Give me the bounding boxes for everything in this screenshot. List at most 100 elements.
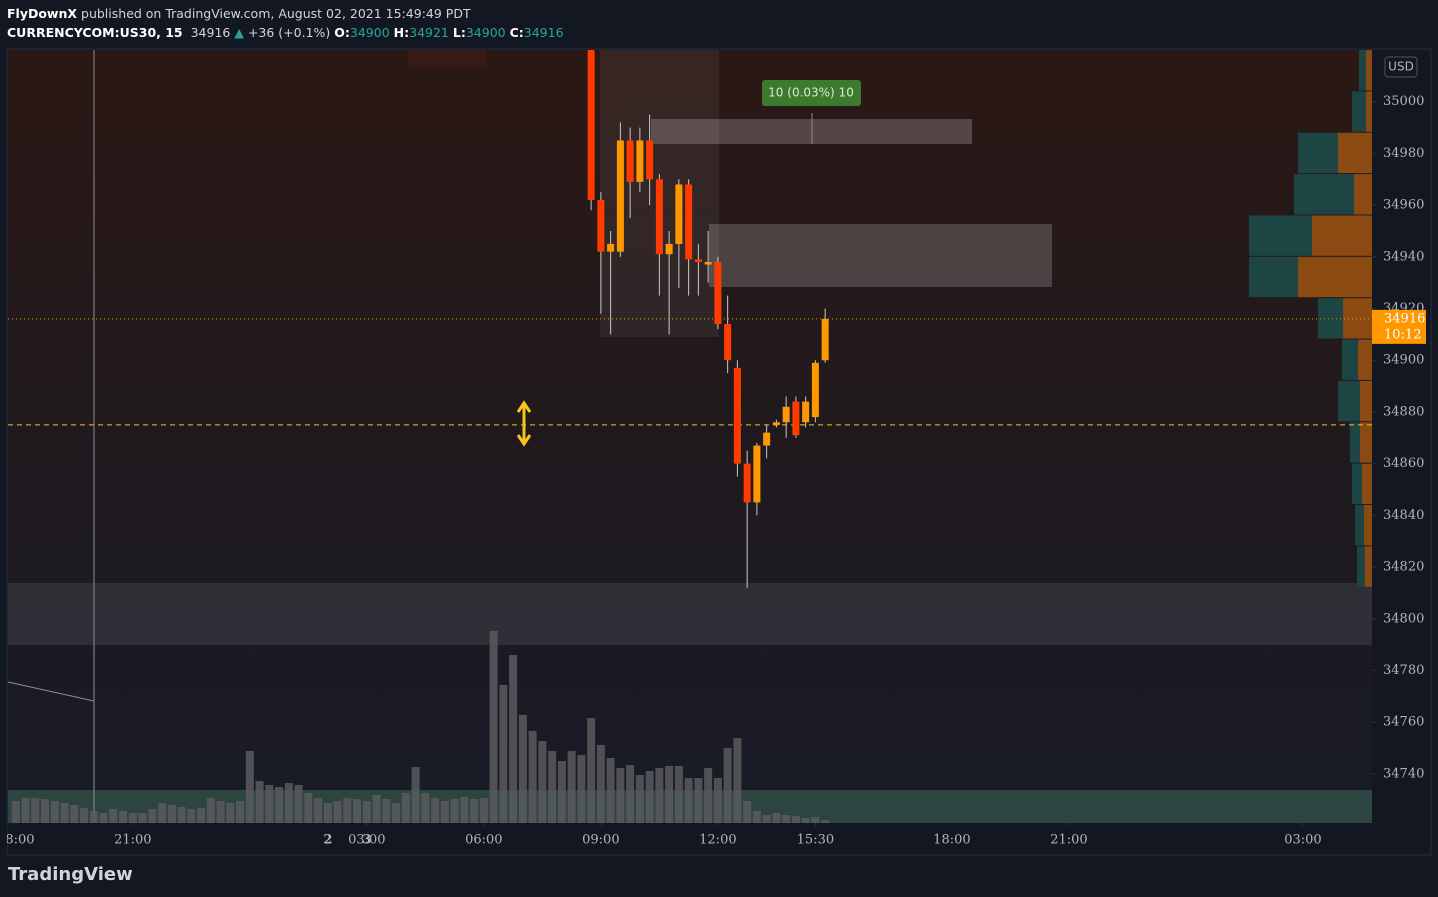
volume-bar <box>255 781 264 823</box>
volume-bar <box>548 751 557 823</box>
x-tick-label: 12:00 <box>699 833 736 848</box>
y-tick-label: 34960 <box>1383 198 1424 213</box>
x-tick-label: 18:00 <box>0 833 35 848</box>
axis-mask <box>0 826 7 852</box>
profile-up <box>1366 91 1372 132</box>
volume-bar <box>236 801 245 823</box>
x-tick-label: 21:00 <box>114 833 151 848</box>
volume-bar <box>304 793 313 823</box>
x-tick-label: 2 <box>323 833 332 848</box>
profile-up <box>1354 174 1372 215</box>
volume-bar <box>704 768 713 823</box>
c-label: C: <box>509 25 524 40</box>
x-tick-label: 21:00 <box>1050 833 1087 848</box>
profile-up <box>1298 256 1372 298</box>
volume-bar <box>752 811 761 823</box>
author: FlyDownX <box>7 6 78 21</box>
volume-bar <box>743 801 752 823</box>
volume-bar <box>265 785 274 823</box>
candle-body <box>733 367 741 464</box>
candle-body <box>616 140 624 252</box>
candle-body <box>802 401 810 423</box>
l: 34900 <box>465 25 506 40</box>
symbol: CURRENCYCOM:US30, 15 <box>7 25 183 40</box>
price-tag <box>1372 309 1426 344</box>
candle-body <box>665 243 673 255</box>
volume-bar <box>801 818 810 823</box>
volume-bar <box>674 766 683 823</box>
volume-bar <box>596 745 605 823</box>
x-tick-label: 03:00 <box>1284 833 1321 848</box>
volume-bar <box>655 768 664 823</box>
candle-body <box>724 324 732 361</box>
profile-down <box>1342 339 1358 380</box>
volume-bar <box>431 798 440 823</box>
volume-bar <box>713 778 722 823</box>
volume-bar <box>723 748 732 823</box>
candle-body <box>646 140 654 180</box>
volume-bar <box>460 797 469 823</box>
volume-bar <box>791 816 800 823</box>
profile-down <box>1357 546 1365 587</box>
volume-bar <box>499 685 508 823</box>
volume-bar <box>119 811 128 823</box>
profile-up <box>1362 463 1372 505</box>
volume-bar <box>128 813 137 823</box>
profile-up <box>1360 380 1372 422</box>
profile-down <box>1352 91 1366 132</box>
volume-bar <box>226 803 235 823</box>
candle-body <box>607 243 615 252</box>
volume-bar <box>645 771 654 823</box>
volume-bar <box>811 817 820 823</box>
o-label: O: <box>334 25 350 40</box>
volume-bar <box>284 783 293 823</box>
l-label: L: <box>452 25 466 40</box>
x-tick-label: 03:00 <box>348 833 385 848</box>
volume-bar <box>138 813 147 823</box>
c: 34916 <box>523 25 564 40</box>
volume-bar <box>684 778 693 823</box>
profile-down <box>1318 298 1343 339</box>
plot <box>8 50 1372 823</box>
annotation-box <box>762 80 861 106</box>
volume-bar <box>109 809 118 823</box>
profile-up <box>1364 505 1372 546</box>
trend-line <box>7 681 95 702</box>
volume-bar <box>616 768 625 823</box>
countdown: 10:12 <box>1384 327 1421 342</box>
candle-body <box>782 406 790 423</box>
candle-body <box>694 259 702 262</box>
volume-bar <box>694 778 703 823</box>
y-tick-label: 35000 <box>1383 94 1424 109</box>
candle-body <box>821 318 829 361</box>
currency: USD <box>1388 60 1414 74</box>
candle-body <box>587 50 595 200</box>
candle-body <box>763 432 771 446</box>
profile-up <box>1366 50 1372 91</box>
header-line: FlyDownX published on TradingView.com, A… <box>7 6 471 21</box>
volume-bar <box>167 805 176 823</box>
y-tick-label: 34860 <box>1383 456 1424 471</box>
candle-body <box>772 422 780 425</box>
profile-down <box>1249 256 1298 298</box>
volume-bar <box>275 787 284 823</box>
volume-bar <box>21 798 30 823</box>
volume-bar <box>158 803 167 823</box>
candle-body <box>792 401 800 436</box>
volume-bar <box>197 808 206 823</box>
volume-bar <box>557 761 566 823</box>
published: published on TradingView.com, August 02,… <box>81 6 471 21</box>
volume-bar <box>762 815 771 823</box>
y-tick-label: 34840 <box>1383 508 1424 523</box>
candle-body <box>753 445 761 503</box>
volume-bar <box>89 811 98 823</box>
volume-bar <box>528 731 537 823</box>
y-tick-label: 34740 <box>1383 766 1424 781</box>
volume-bar <box>821 820 830 823</box>
volume-bar <box>479 798 488 823</box>
volume-bar <box>401 793 410 823</box>
volume-bar <box>187 809 196 823</box>
profile-up <box>1365 546 1372 587</box>
volume-bar <box>177 807 186 823</box>
